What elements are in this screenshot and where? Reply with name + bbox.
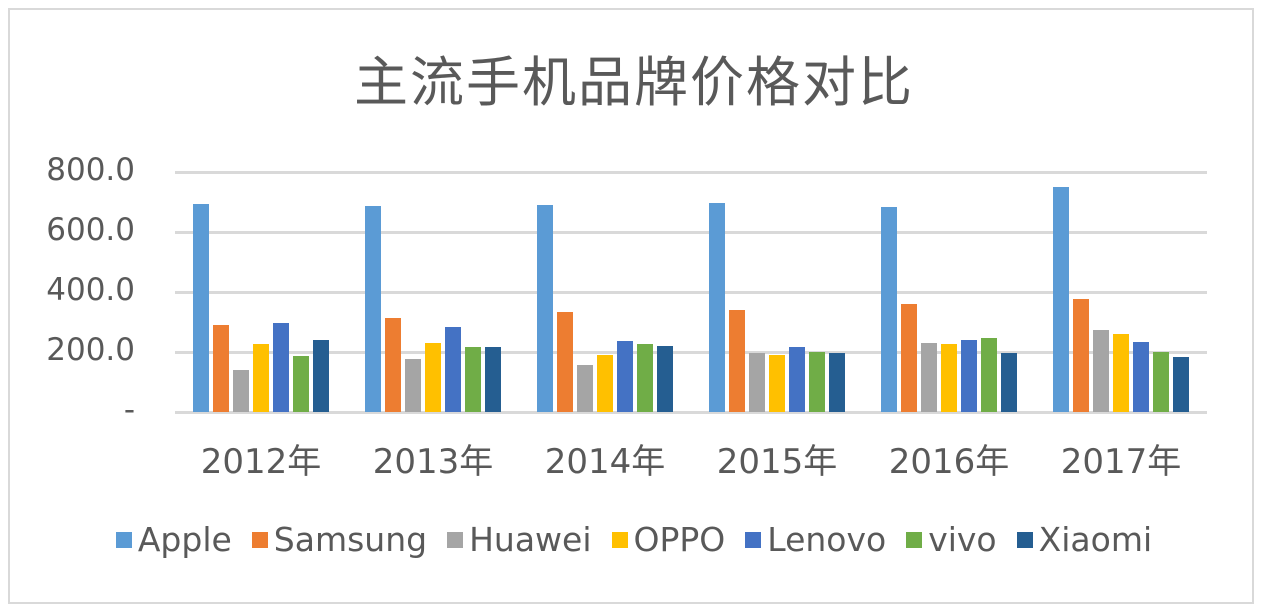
legend-item-xiaomi: Xiaomi: [1016, 520, 1153, 559]
legend-label: Huawei: [469, 520, 592, 559]
bar-xiaomi-1: [485, 347, 501, 412]
legend-label: Xiaomi: [1038, 520, 1153, 559]
gridline: [175, 411, 1207, 414]
bar-samsung-5: [1073, 298, 1089, 412]
bar-vivo-1: [465, 347, 481, 412]
bar-xiaomi-4: [1001, 352, 1017, 412]
legend-swatch-icon: [115, 531, 132, 548]
bar-apple-3: [709, 202, 725, 412]
chart-title: 主流手机品牌价格对比: [354, 51, 914, 114]
bar-vivo-2: [637, 343, 653, 412]
y-tick-label: 600.0: [46, 212, 135, 248]
x-tick-label: 2015年: [716, 442, 838, 482]
legend-item-samsung: Samsung: [251, 520, 428, 559]
plot-area: [175, 171, 1207, 414]
legend-swatch-icon: [1016, 531, 1033, 548]
x-tick-label: 2017年: [1060, 442, 1182, 482]
x-tick-label: 2014年: [544, 442, 666, 482]
legend-label: Apple: [137, 520, 232, 559]
legend-swatch-icon: [906, 531, 923, 548]
bar-apple-2: [537, 205, 553, 412]
bar-oppo-4: [941, 343, 957, 412]
legend-item-huawei: Huawei: [447, 520, 592, 559]
legend-item-oppo: OPPO: [611, 520, 726, 559]
legend-item-apple: Apple: [115, 520, 232, 559]
bar-apple-0: [193, 204, 209, 412]
bar-huawei-5: [1093, 330, 1109, 412]
bar-huawei-0: [233, 370, 249, 412]
bar-oppo-5: [1113, 334, 1129, 412]
bar-lenovo-1: [445, 327, 461, 412]
legend-swatch-icon: [251, 531, 268, 548]
legend-item-vivo: vivo: [906, 520, 997, 559]
bar-huawei-3: [749, 352, 765, 412]
bar-samsung-3: [729, 310, 745, 412]
y-tick-label: -: [123, 392, 135, 428]
bar-samsung-1: [385, 318, 401, 412]
legend-label: vivo: [928, 520, 997, 559]
bar-xiaomi-2: [657, 346, 673, 412]
bar-samsung-0: [213, 325, 229, 412]
bar-lenovo-2: [617, 340, 633, 412]
legend-item-lenovo: Lenovo: [745, 520, 886, 559]
bar-huawei-1: [405, 358, 421, 412]
bar-vivo-5: [1153, 352, 1169, 412]
bar-vivo-4: [981, 337, 997, 412]
gridline: [175, 171, 1207, 174]
bar-oppo-2: [597, 354, 613, 412]
x-tick-label: 2012年: [200, 442, 322, 482]
legend-swatch-icon: [447, 531, 464, 548]
bar-samsung-2: [557, 312, 573, 412]
bar-oppo-1: [425, 343, 441, 412]
x-tick-label: 2016年: [888, 442, 1010, 482]
bar-xiaomi-0: [313, 340, 329, 412]
bar-xiaomi-3: [829, 352, 845, 412]
bar-huawei-4: [921, 343, 937, 412]
y-tick-label: 400.0: [46, 272, 135, 308]
bar-vivo-3: [809, 352, 825, 412]
legend-swatch-icon: [745, 531, 762, 548]
legend-label: Lenovo: [767, 520, 887, 559]
bar-lenovo-3: [789, 347, 805, 412]
bar-lenovo-5: [1133, 342, 1149, 412]
y-tick-label: 800.0: [46, 152, 135, 188]
gridline: [175, 291, 1207, 294]
legend: Apple Samsung Huawei OPPO Lenovo vivo Xiaomi: [0, 520, 1268, 559]
bar-lenovo-0: [273, 322, 289, 412]
bar-huawei-2: [577, 364, 593, 412]
y-tick-label: 200.0: [46, 332, 135, 368]
bar-xiaomi-5: [1173, 357, 1189, 412]
x-tick-label: 2013年: [372, 442, 494, 482]
gridline: [175, 351, 1207, 354]
bar-apple-1: [365, 206, 381, 412]
bar-samsung-4: [901, 304, 917, 412]
bar-oppo-0: [253, 343, 269, 412]
bar-lenovo-4: [961, 340, 977, 412]
bar-apple-5: [1053, 187, 1069, 412]
bar-vivo-0: [293, 355, 309, 412]
chart-frame: [8, 8, 1254, 604]
bar-apple-4: [881, 207, 897, 412]
legend-swatch-icon: [611, 531, 628, 548]
legend-label: OPPO: [633, 520, 726, 559]
bar-oppo-3: [769, 355, 785, 412]
gridline: [175, 231, 1207, 234]
legend-label: Samsung: [273, 520, 428, 559]
